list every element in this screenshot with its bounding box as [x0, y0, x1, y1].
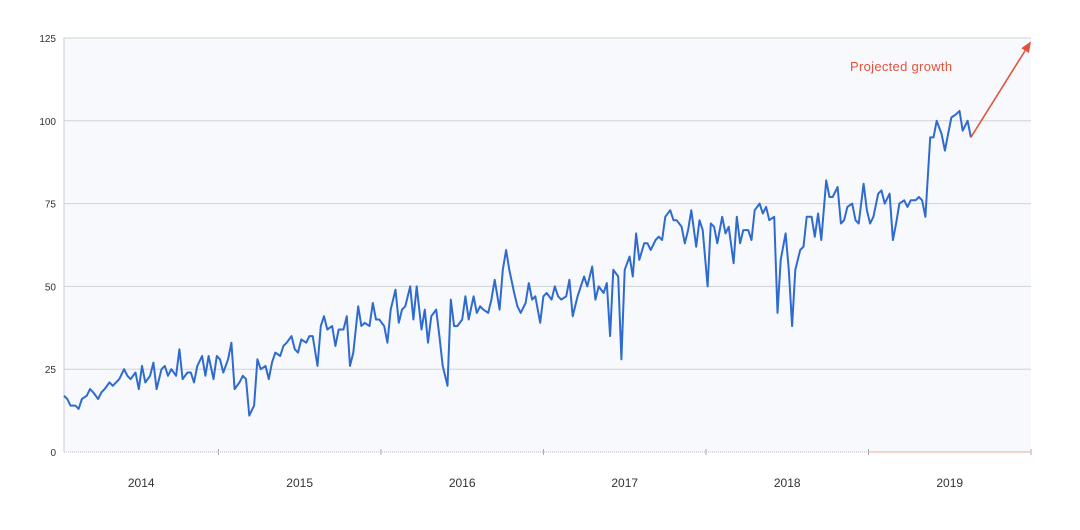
- x-tick-label-2017: 2017: [611, 476, 638, 490]
- plot-background: [64, 38, 1031, 452]
- y-tick-label-75: 75: [45, 200, 57, 211]
- y-tick-label-0: 0: [50, 448, 56, 459]
- x-tick-label-2018: 2018: [774, 476, 801, 490]
- projection-arrowhead-icon: [1021, 41, 1031, 54]
- x-axis: [64, 449, 1032, 455]
- y-tick-label-50: 50: [45, 282, 57, 293]
- y-tick-label-25: 25: [45, 365, 57, 376]
- x-tick-label-2019: 2019: [936, 476, 963, 490]
- y-tick-label-100: 100: [39, 117, 56, 128]
- x-axis-tick-labels: 2014 2015 2016 2017 2018 2019: [128, 476, 964, 490]
- x-tick-label-2014: 2014: [128, 476, 155, 490]
- y-tick-label-125: 125: [39, 34, 56, 45]
- projection-arrow-line: [970, 50, 1026, 138]
- y-axis-ticks: 0 25 50 75 100 125: [39, 34, 56, 459]
- series-line-actual: [63, 109, 972, 417]
- x-tick-label-2015: 2015: [286, 476, 313, 490]
- projected-growth-annotation: Projected growth: [850, 59, 952, 74]
- x-tick-label-2016: 2016: [449, 476, 476, 490]
- gridlines: [63, 37, 1031, 452]
